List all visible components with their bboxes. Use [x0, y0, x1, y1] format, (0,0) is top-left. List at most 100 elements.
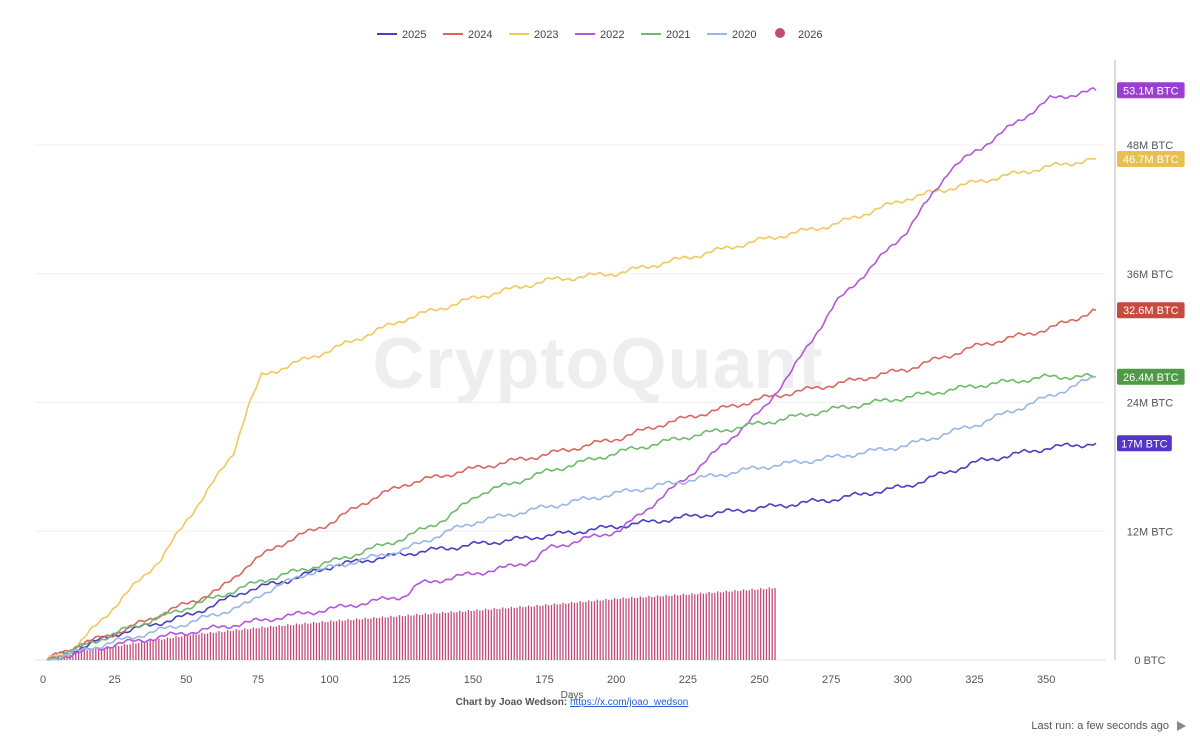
y-tick-label: 24M BTC: [1127, 398, 1174, 410]
credit-link[interactable]: https://x.com/joao_wedson: [569, 697, 689, 708]
bar-2026: [158, 638, 160, 660]
value-badge-label: 46.7M BTC: [1123, 154, 1179, 166]
bar-2026: [278, 624, 280, 660]
bar-2026: [573, 602, 576, 660]
bar-2026: [651, 596, 653, 660]
bar-2026: [622, 597, 624, 660]
bar-2026: [737, 591, 739, 660]
bar-2026: [461, 611, 464, 660]
bar-2026: [676, 595, 679, 660]
bar-2026: [616, 599, 619, 660]
x-tick-label: 50: [180, 674, 192, 686]
bar-2026: [143, 642, 146, 660]
bar-2026: [83, 650, 85, 660]
bar-2026: [333, 621, 335, 660]
bar-2026: [404, 616, 406, 660]
bar-2026: [674, 594, 676, 660]
bar-2026: [697, 594, 699, 660]
bar-2026: [513, 607, 515, 660]
bar-2026: [645, 597, 647, 660]
bar-2026: [370, 618, 372, 660]
bar-2026: [722, 592, 725, 660]
bar-2026: [605, 598, 607, 660]
bar-2026: [281, 626, 283, 660]
bar-2026: [166, 637, 169, 660]
bar-2026: [163, 639, 166, 660]
bar-2026: [261, 626, 263, 660]
bar-2026: [702, 593, 705, 660]
bar-2026: [215, 632, 217, 660]
bar-2026: [774, 588, 776, 660]
bar-2026: [183, 634, 186, 660]
bar-2026: [267, 627, 269, 660]
bar-2026: [106, 646, 108, 660]
legend-item-2026[interactable]: 2026: [798, 29, 822, 41]
bar-2026: [482, 610, 484, 660]
bar-2026: [364, 617, 366, 660]
bar-2026: [447, 612, 449, 660]
bar-2026: [459, 610, 461, 660]
legend-item-2021[interactable]: 2021: [666, 29, 690, 41]
bar-2026: [456, 612, 458, 660]
value-badge-label: 26.4M BTC: [1123, 372, 1179, 384]
bar-2026: [361, 619, 363, 660]
bar-2026: [473, 610, 475, 660]
y-tick-label: 0 BTC: [1134, 655, 1165, 667]
value-badge-label: 17M BTC: [1121, 438, 1168, 450]
bar-2026: [484, 608, 487, 660]
bar-2026: [376, 618, 378, 660]
watermark: CryptoQuant: [373, 324, 824, 404]
bar-2026: [740, 590, 742, 660]
bar-2026: [235, 629, 237, 660]
y-tick-label: 12M BTC: [1127, 526, 1174, 538]
bar-2026: [272, 626, 275, 660]
bar-2026: [318, 622, 320, 660]
play-icon[interactable]: [1177, 721, 1186, 732]
legend-item-2020[interactable]: 2020: [732, 29, 756, 41]
bar-2026: [192, 633, 194, 660]
bar-2026: [195, 634, 197, 660]
bar-2026: [155, 640, 157, 660]
bar-2026: [628, 598, 630, 660]
bar-2026: [685, 594, 687, 660]
value-badge-label: 53.1M BTC: [1123, 85, 1179, 97]
bar-2026: [255, 628, 257, 660]
bar-2026: [310, 623, 312, 660]
bar-2026: [284, 625, 286, 660]
bar-2026: [441, 611, 444, 660]
bar-2026: [516, 607, 518, 660]
bar-2026: [705, 593, 707, 660]
bar-2026: [290, 625, 292, 660]
bar-2026: [335, 621, 338, 660]
bar-2026: [247, 629, 249, 660]
bar-2026: [717, 591, 719, 660]
bar-2026: [728, 591, 730, 660]
legend[interactable]: 2025 2024 2023 2022 2021 2020 2026: [377, 28, 822, 41]
bar-2026: [671, 595, 673, 660]
legend-item-2022[interactable]: 2022: [600, 29, 624, 41]
bar-2026: [682, 593, 684, 660]
bar-2026: [439, 613, 441, 660]
bar-2026: [562, 602, 564, 660]
legend-item-2023[interactable]: 2023: [534, 29, 558, 41]
value-badges: 53.1M BTC 46.7M BTC 32.6M BTC 26.4M BTC 17M …: [1117, 82, 1185, 452]
bar-2026: [229, 631, 232, 660]
legend-item-2024[interactable]: 2024: [468, 29, 492, 41]
bar-2026: [241, 629, 243, 660]
bar-2026: [401, 616, 404, 660]
bar-2026: [522, 607, 524, 660]
legend-item-2025[interactable]: 2025: [402, 29, 426, 41]
bar-2026: [178, 637, 180, 660]
bar-2026: [123, 643, 126, 660]
bar-2026: [590, 601, 593, 660]
bar-2026: [576, 602, 578, 660]
bar-2026: [453, 612, 455, 660]
bar-2026: [80, 649, 83, 660]
bar-2026: [582, 602, 584, 660]
bar-2026: [613, 598, 616, 660]
bar-2026: [642, 597, 644, 660]
bar-2026: [330, 620, 332, 660]
bar-2026: [115, 645, 117, 660]
bar-2026: [450, 611, 452, 660]
bar-2026: [588, 600, 590, 660]
